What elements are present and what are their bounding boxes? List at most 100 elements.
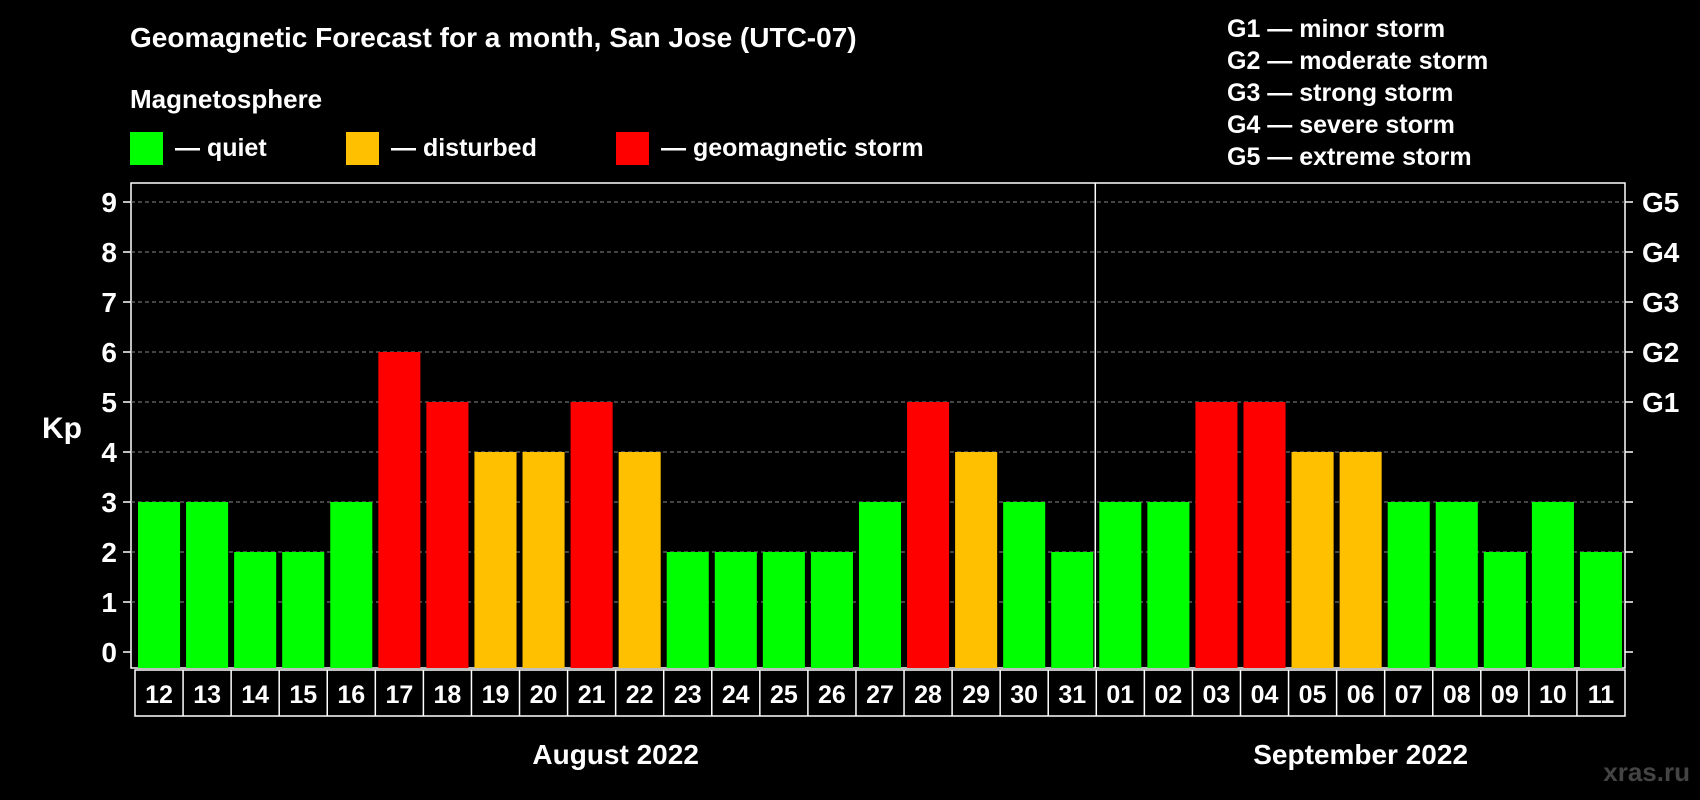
y-tick-label: 7 — [101, 287, 117, 318]
bar-09 — [1483, 552, 1526, 668]
day-label: 13 — [193, 681, 221, 709]
day-label: 22 — [626, 681, 654, 709]
chart-title: Geomagnetic Forecast for a month, San Jo… — [130, 22, 857, 53]
bar-23 — [666, 552, 709, 668]
day-label: 28 — [914, 681, 942, 709]
day-label: 18 — [434, 681, 462, 709]
bar-13 — [186, 502, 229, 668]
bar-16 — [330, 502, 373, 668]
legend-swatch-storm — [616, 132, 649, 165]
bar-05 — [1291, 452, 1334, 668]
legend-label-storm: — geomagnetic storm — [661, 134, 924, 162]
bar-01 — [1099, 502, 1142, 668]
y-tick-label: 4 — [101, 437, 117, 468]
y-axis-label: Kp — [42, 412, 82, 445]
storm-scale-legend: G1 — minor storm G2 — moderate storm G3 … — [1227, 13, 1488, 173]
legend-item-disturbed: — disturbed — [346, 132, 537, 165]
month-label: August 2022 — [532, 739, 699, 770]
day-label: 08 — [1443, 681, 1471, 709]
y-tick-label: 2 — [101, 537, 117, 568]
y-tick-label: 8 — [101, 237, 117, 268]
day-label: 29 — [962, 681, 990, 709]
day-label: 21 — [578, 681, 606, 709]
bar-17 — [378, 352, 421, 668]
bar-27 — [858, 502, 902, 668]
y-tick-label: 9 — [101, 187, 117, 218]
day-label: 31 — [1058, 681, 1086, 709]
bar-22 — [618, 452, 661, 668]
g-scale-label: G2 — [1642, 337, 1679, 368]
bar-24 — [714, 552, 757, 668]
y-tick-label: 3 — [101, 487, 117, 518]
bar-20 — [522, 452, 565, 668]
day-label: 20 — [530, 681, 558, 709]
day-label: 10 — [1539, 681, 1567, 709]
legend-item-storm: — geomagnetic storm — [616, 132, 924, 165]
y-tick-label: 5 — [101, 387, 117, 418]
day-label: 24 — [722, 681, 750, 709]
bar-19 — [474, 452, 517, 668]
y-tick-label: 1 — [101, 587, 117, 618]
bar-29 — [955, 452, 998, 668]
day-label: 01 — [1106, 681, 1134, 709]
day-label: 17 — [385, 681, 413, 709]
month-label: September 2022 — [1253, 739, 1468, 770]
day-label: 07 — [1395, 681, 1423, 709]
day-label: 16 — [337, 681, 365, 709]
bar-08 — [1435, 502, 1478, 668]
bar-25 — [762, 552, 805, 668]
legend-swatch-quiet — [130, 132, 163, 165]
bar-04 — [1243, 402, 1286, 668]
day-label: 30 — [1010, 681, 1038, 709]
bar-26 — [810, 552, 853, 668]
storm-scale-g3: G3 — strong storm — [1227, 79, 1454, 107]
legend-label-quiet: — quiet — [175, 134, 267, 162]
bar-12 — [138, 502, 181, 668]
day-label: 12 — [145, 681, 173, 709]
day-label: 14 — [241, 681, 269, 709]
g-scale-label: G5 — [1642, 187, 1679, 218]
bar-15 — [282, 552, 325, 668]
g-scale-label: G1 — [1642, 387, 1679, 418]
bar-21 — [570, 402, 613, 668]
legend-heading: Magnetosphere — [130, 84, 323, 114]
day-label: 11 — [1588, 681, 1615, 709]
bar-06 — [1339, 452, 1382, 668]
day-label: 26 — [818, 681, 846, 709]
day-label: 23 — [674, 681, 702, 709]
y-tick-label: 0 — [101, 637, 117, 668]
legend-swatch-disturbed — [346, 132, 379, 165]
g-scale-label: G3 — [1642, 287, 1679, 318]
storm-scale-g4: G4 — severe storm — [1227, 111, 1455, 139]
day-label: 19 — [482, 681, 510, 709]
g-scale-label: G4 — [1642, 237, 1680, 268]
legend-item-quiet: — quiet — [130, 132, 267, 165]
bar-30 — [1003, 502, 1046, 668]
day-label: 04 — [1251, 681, 1279, 709]
bar-14 — [234, 552, 277, 668]
bar-07 — [1387, 502, 1430, 668]
bar-03 — [1195, 402, 1238, 668]
bar-31 — [1051, 552, 1094, 668]
storm-scale-g5: G5 — extreme storm — [1227, 143, 1472, 171]
storm-scale-g2: G2 — moderate storm — [1227, 47, 1489, 75]
bar-02 — [1147, 502, 1190, 668]
bar-10 — [1531, 502, 1574, 668]
bar-18 — [426, 402, 469, 668]
day-label-row — [134, 669, 1626, 717]
day-label: 09 — [1491, 681, 1519, 709]
legend-label-disturbed: — disturbed — [391, 134, 537, 162]
bar-28 — [907, 402, 950, 668]
day-label: 25 — [770, 681, 798, 709]
bar-11 — [1579, 552, 1622, 668]
day-label: 06 — [1347, 681, 1375, 709]
y-tick-label: 6 — [101, 337, 117, 368]
day-label: 05 — [1299, 681, 1327, 709]
day-label: 27 — [866, 681, 894, 709]
day-label: 02 — [1154, 681, 1182, 709]
storm-scale-g1: G1 — minor storm — [1227, 15, 1446, 43]
day-label: 03 — [1203, 681, 1231, 709]
day-label: 15 — [289, 681, 317, 709]
watermark: xras.ru — [1603, 757, 1690, 787]
